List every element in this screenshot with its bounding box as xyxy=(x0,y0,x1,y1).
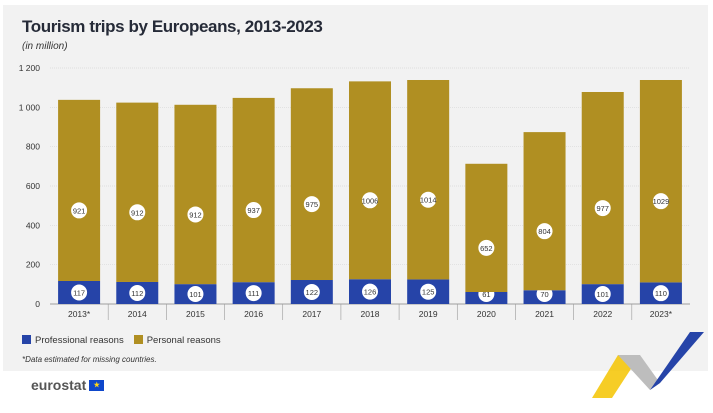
bar-personal xyxy=(523,132,566,291)
x-tick-label: 2019 xyxy=(419,309,438,319)
data-label: 70 xyxy=(540,290,548,299)
data-label-bubble xyxy=(303,196,320,213)
legend-item-personal: Personal reasons xyxy=(133,335,221,346)
data-label: 652 xyxy=(480,244,493,253)
bar-personal xyxy=(116,102,159,282)
data-label: 1014 xyxy=(420,196,437,205)
y-tick-label: 200 xyxy=(26,260,40,270)
data-label: 110 xyxy=(655,289,667,298)
data-label: 912 xyxy=(189,210,202,219)
data-label-bubble xyxy=(594,200,611,217)
x-tick-label: 2020 xyxy=(477,309,496,319)
data-label-bubble xyxy=(71,284,88,301)
data-label-bubble xyxy=(594,286,611,302)
data-label: 126 xyxy=(364,288,377,297)
data-label-bubble xyxy=(129,204,146,221)
data-label-bubble xyxy=(303,284,320,301)
data-label-bubble xyxy=(245,202,262,219)
data-label-bubble xyxy=(652,285,669,302)
data-label-bubble xyxy=(187,206,204,223)
data-label-bubble xyxy=(536,223,553,240)
data-label: 122 xyxy=(306,288,319,297)
legend-swatch xyxy=(22,335,31,344)
x-tick-label: 2022 xyxy=(593,309,612,319)
data-label: 975 xyxy=(306,200,319,209)
footnote: *Data estimated for missing countries. xyxy=(22,355,157,364)
data-label: 912 xyxy=(131,208,144,217)
data-label-bubble xyxy=(362,192,378,209)
x-tick-label: 2018 xyxy=(361,309,380,319)
bar-personal xyxy=(465,163,508,293)
legend: Professional reasons Personal reasons xyxy=(22,335,221,346)
x-tick-label: 2014 xyxy=(128,309,147,319)
data-label-bubble xyxy=(129,284,146,301)
x-tick-label: 2016 xyxy=(244,309,263,319)
bar-personal xyxy=(290,88,333,281)
legend-label: Personal reasons xyxy=(146,335,221,346)
data-label-bubble xyxy=(71,202,88,219)
data-label: 1029 xyxy=(653,197,670,206)
data-label: 101 xyxy=(189,290,202,299)
y-tick-label: 800 xyxy=(26,142,40,152)
data-label: 101 xyxy=(596,290,609,299)
legend-swatch xyxy=(133,335,143,344)
data-label-bubble xyxy=(652,193,669,210)
x-tick-label: 2023* xyxy=(650,309,673,319)
data-label: 61 xyxy=(482,290,490,299)
data-label: 977 xyxy=(596,204,609,213)
data-label: 804 xyxy=(538,227,551,236)
data-label: 125 xyxy=(422,288,435,297)
data-label-bubble xyxy=(478,239,495,256)
data-label: 117 xyxy=(73,288,85,297)
data-label-bubble xyxy=(420,283,437,300)
data-label-bubble xyxy=(245,285,262,302)
data-label-bubble xyxy=(420,191,437,208)
data-label: 1006 xyxy=(362,196,379,205)
eurostat-logo: eurostat ★ xyxy=(31,377,105,393)
chart-title: Tourism trips by Europeans, 2013-2023 xyxy=(22,17,323,36)
logo-text: eurostat xyxy=(31,377,87,393)
legend-item-professional: Professional reasons xyxy=(22,335,124,346)
y-tick-label: 1 200 xyxy=(19,63,41,73)
data-label: 112 xyxy=(131,289,143,298)
y-tick-label: 400 xyxy=(26,220,40,230)
x-tick-label: 2015 xyxy=(186,309,205,319)
y-tick-label: 0 xyxy=(35,299,40,309)
chart-subtitle: (in million) xyxy=(22,41,68,52)
data-label: 937 xyxy=(247,206,260,215)
x-tick-label: 2017 xyxy=(302,309,321,319)
y-tick-label: 1 000 xyxy=(19,102,41,112)
bar-personal xyxy=(232,97,275,283)
y-tick-label: 600 xyxy=(26,181,40,191)
data-label: 111 xyxy=(248,289,259,298)
bar-personal xyxy=(174,104,217,285)
legend-label: Professional reasons xyxy=(35,335,124,346)
bar-personal xyxy=(58,99,101,281)
data-label: 921 xyxy=(73,206,86,215)
eu-flag-icon: ★ xyxy=(89,379,105,391)
data-label-bubble xyxy=(187,286,204,302)
x-tick-label: 2021 xyxy=(535,309,554,319)
bar-personal xyxy=(581,91,624,285)
x-tick-label: 2013* xyxy=(68,309,91,319)
bar-personal xyxy=(639,79,682,283)
bar-personal xyxy=(349,81,391,280)
data-label-bubble xyxy=(362,283,378,300)
bar-personal xyxy=(407,79,450,280)
